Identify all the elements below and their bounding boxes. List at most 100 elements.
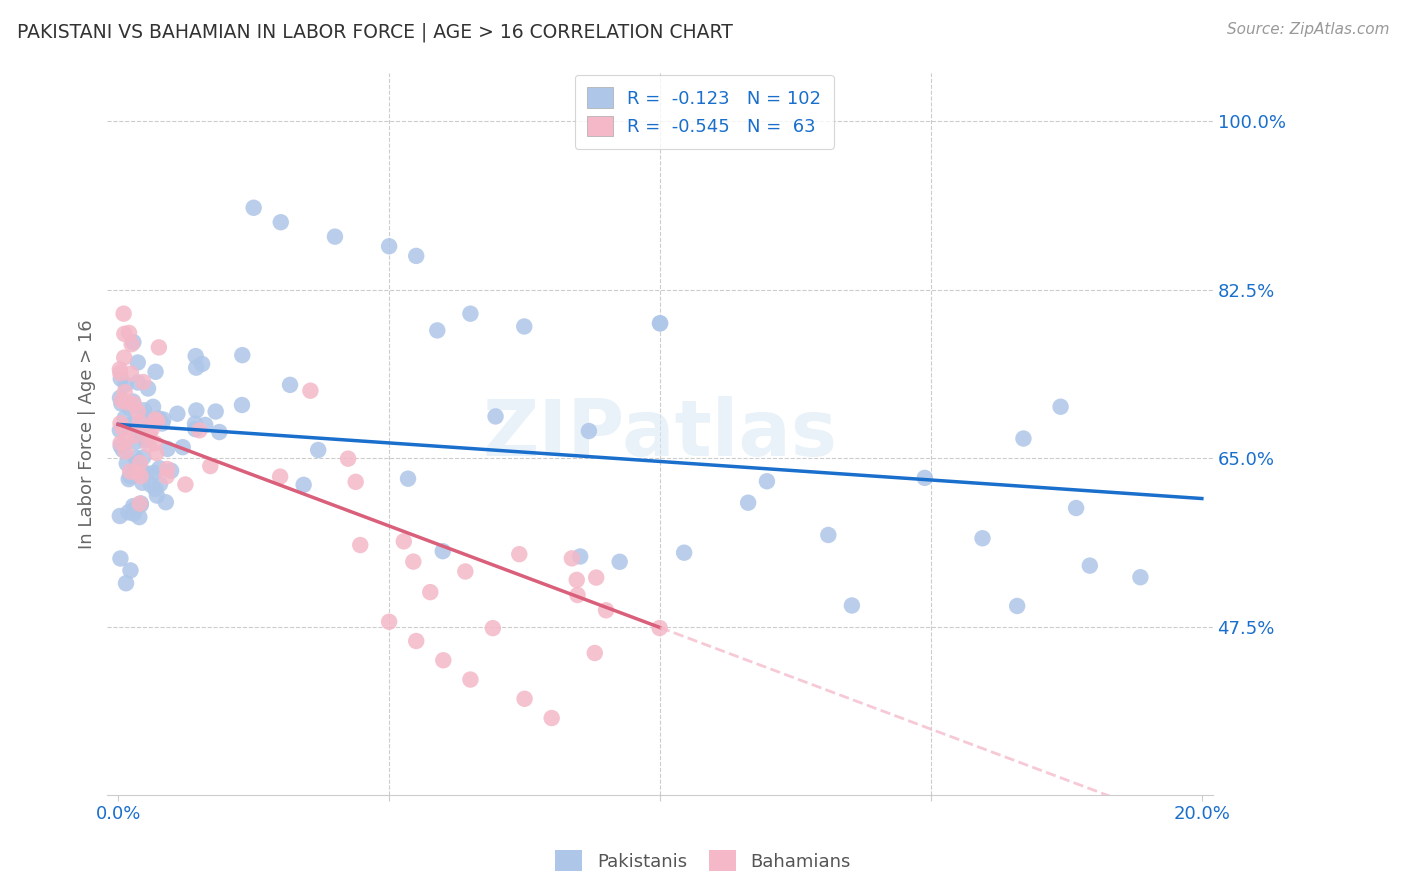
Point [131, 475, 153, 490]
Point [149, 477, 172, 491]
Point [127, 355, 149, 369]
Point [565, 573, 588, 587]
Point [513, 691, 536, 706]
Point [156, 442, 179, 456]
Point [110, 436, 132, 450]
Point [129, 496, 152, 510]
Point [127, 455, 149, 469]
Point [299, 384, 322, 398]
Point [186, 360, 208, 375]
Point [117, 505, 139, 519]
Point [127, 404, 149, 418]
Point [112, 307, 135, 321]
Point [122, 394, 145, 409]
Point [972, 531, 994, 545]
Point [673, 546, 696, 560]
Point [110, 372, 132, 386]
Point [378, 615, 401, 629]
Point [108, 508, 131, 523]
Point [141, 422, 163, 436]
Point [143, 436, 166, 450]
Point [128, 425, 150, 440]
Point [396, 472, 419, 486]
Point [419, 585, 441, 599]
Point [122, 335, 145, 350]
Point [125, 434, 148, 449]
Point [460, 307, 482, 321]
Point [108, 423, 131, 437]
Point [124, 501, 146, 516]
Point [125, 464, 148, 478]
Point [155, 469, 177, 483]
Point [174, 477, 197, 491]
Point [269, 469, 291, 483]
Point [569, 549, 592, 564]
Point [122, 499, 145, 513]
Legend: R =  -0.123   N = 102, R =  -0.545   N =  63: R = -0.123 N = 102, R = -0.545 N = 63 [575, 75, 834, 149]
Point [231, 348, 253, 362]
Point [131, 465, 153, 479]
Point [292, 478, 315, 492]
Point [648, 621, 671, 635]
Point [111, 442, 134, 457]
Point [125, 458, 148, 472]
Point [156, 462, 179, 476]
Point [841, 599, 863, 613]
Point [111, 393, 134, 408]
Point [561, 551, 583, 566]
Point [121, 417, 143, 431]
Point [145, 446, 167, 460]
Point [432, 653, 454, 667]
Point [184, 417, 207, 431]
Point [1078, 558, 1101, 573]
Point [585, 571, 607, 585]
Point [1064, 501, 1087, 516]
Point [124, 450, 146, 465]
Point [432, 544, 454, 558]
Point [120, 465, 142, 479]
Point [278, 377, 301, 392]
Point [121, 337, 143, 351]
Point [1129, 570, 1152, 584]
Point [914, 471, 936, 485]
Point [307, 442, 329, 457]
Point [817, 528, 839, 542]
Point [172, 440, 194, 454]
Point [114, 444, 136, 458]
Point [160, 464, 183, 478]
Point [231, 398, 253, 412]
Point [114, 411, 136, 425]
Point [1005, 599, 1028, 613]
Point [426, 323, 449, 337]
Point [242, 201, 264, 215]
Point [110, 417, 132, 431]
Point [120, 367, 142, 381]
Point [344, 475, 367, 489]
Point [136, 382, 159, 396]
Point [131, 410, 153, 425]
Point [132, 450, 155, 465]
Point [124, 428, 146, 442]
Point [111, 421, 134, 435]
Point [146, 414, 169, 428]
Point [737, 496, 759, 510]
Point [115, 433, 138, 447]
Point [150, 417, 173, 431]
Text: Source: ZipAtlas.com: Source: ZipAtlas.com [1226, 22, 1389, 37]
Point [112, 351, 135, 365]
Point [125, 466, 148, 480]
Point [540, 711, 562, 725]
Text: ZIPatlas: ZIPatlas [482, 396, 838, 472]
Point [392, 534, 415, 549]
Point [148, 340, 170, 354]
Point [118, 401, 141, 415]
Point [139, 478, 162, 492]
Point [110, 439, 132, 453]
Point [120, 469, 142, 483]
Point [115, 457, 138, 471]
Point [1049, 400, 1071, 414]
Point [323, 229, 346, 244]
Point [114, 377, 136, 392]
Point [148, 411, 170, 425]
Point [184, 422, 207, 436]
